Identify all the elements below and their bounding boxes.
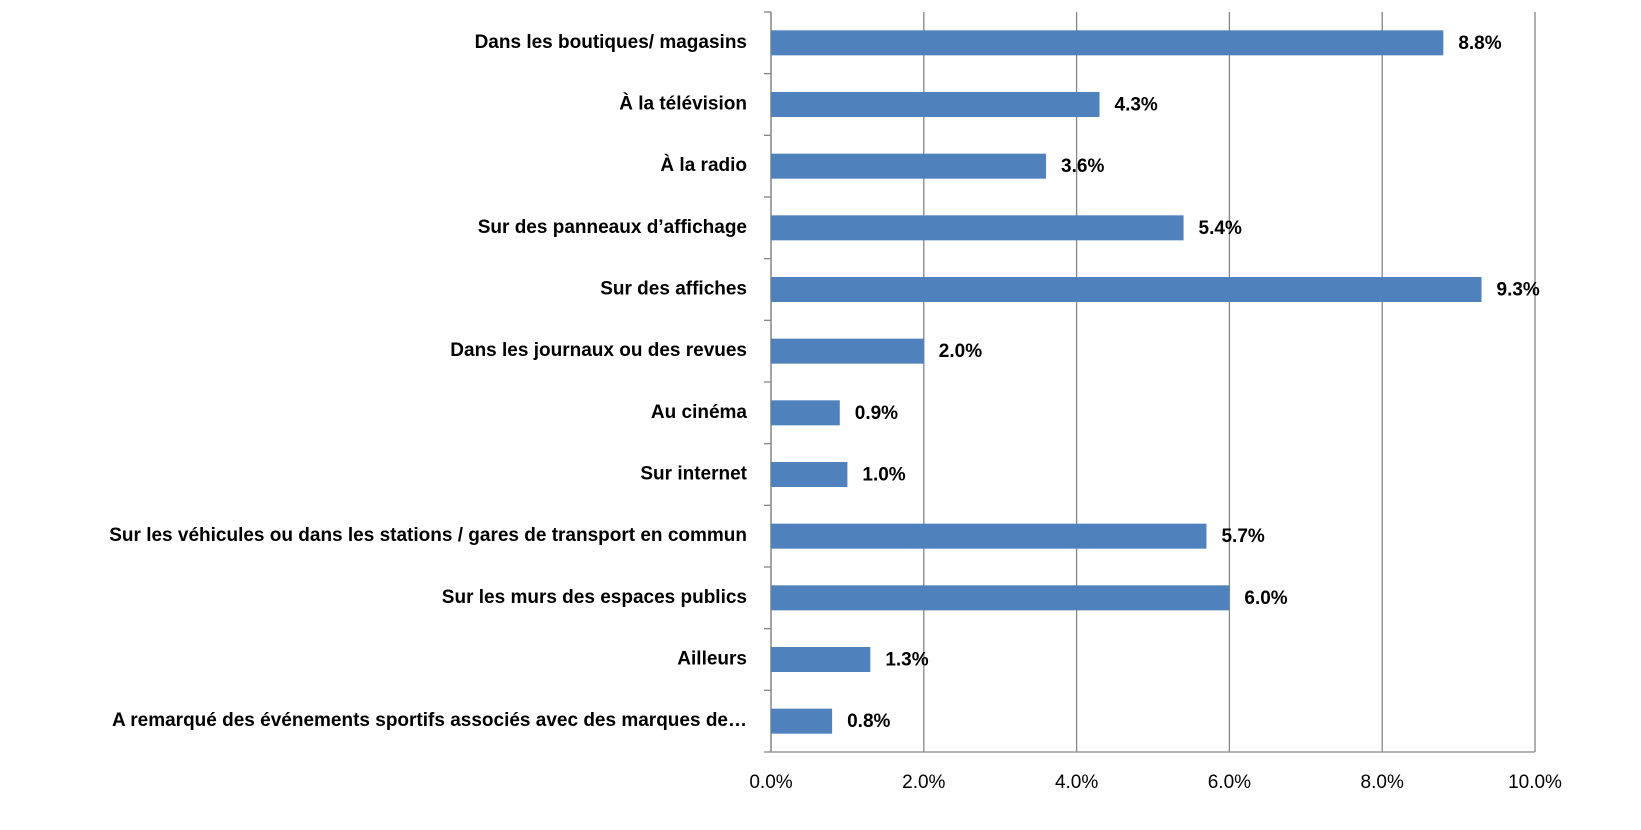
- bar: [771, 462, 848, 487]
- bar: [771, 92, 1100, 117]
- bar: [771, 153, 1047, 179]
- bar: [771, 30, 1444, 56]
- data-label: 8.8%: [1458, 33, 1501, 54]
- y-tick-label: A remarqué des événements sportifs assoc…: [112, 710, 747, 731]
- y-tick-label: Sur des panneaux d’affichage: [478, 217, 747, 238]
- bar: [771, 338, 924, 364]
- data-label: 5.7%: [1221, 526, 1264, 547]
- y-tick-label: Au cinéma: [651, 402, 748, 423]
- data-label: 9.3%: [1497, 280, 1540, 301]
- x-tick-label: 10.0%: [1508, 772, 1562, 793]
- data-label: 6.0%: [1244, 588, 1287, 609]
- x-tick-label: 0.0%: [749, 772, 792, 793]
- bar: [771, 215, 1184, 241]
- data-label: 1.0%: [862, 465, 905, 486]
- data-label: 5.4%: [1199, 218, 1242, 239]
- y-tick-label: Dans les boutiques/ magasins: [475, 32, 747, 53]
- x-tick-label: 6.0%: [1208, 772, 1251, 793]
- y-tick-label: À la télévision: [619, 93, 747, 115]
- y-tick-label: Sur les véhicules ou dans les stations /…: [109, 525, 747, 546]
- data-label: 2.0%: [939, 341, 982, 362]
- data-label: 0.9%: [855, 403, 898, 424]
- bar: [771, 523, 1207, 549]
- x-tick-label: 8.0%: [1361, 772, 1404, 793]
- y-tick-label: Sur les murs des espaces publics: [442, 587, 747, 608]
- y-tick-label: Sur internet: [640, 464, 747, 485]
- bar: [771, 400, 840, 426]
- data-label: 4.3%: [1115, 95, 1158, 116]
- data-label: 0.8%: [847, 711, 890, 732]
- bar: [771, 585, 1230, 611]
- bar: [771, 277, 1482, 302]
- y-tick-label: Ailleurs: [677, 649, 747, 670]
- data-label: 1.3%: [885, 650, 928, 671]
- y-tick-label: Sur des affiches: [600, 279, 747, 300]
- y-tick-label: Dans les journaux ou des revues: [450, 340, 747, 361]
- data-label: 3.6%: [1061, 156, 1104, 177]
- bar: [771, 647, 871, 672]
- bar: [771, 708, 833, 734]
- y-tick-label: À la radio: [660, 154, 747, 176]
- x-tick-label: 4.0%: [1055, 772, 1098, 793]
- x-tick-label: 2.0%: [902, 772, 945, 793]
